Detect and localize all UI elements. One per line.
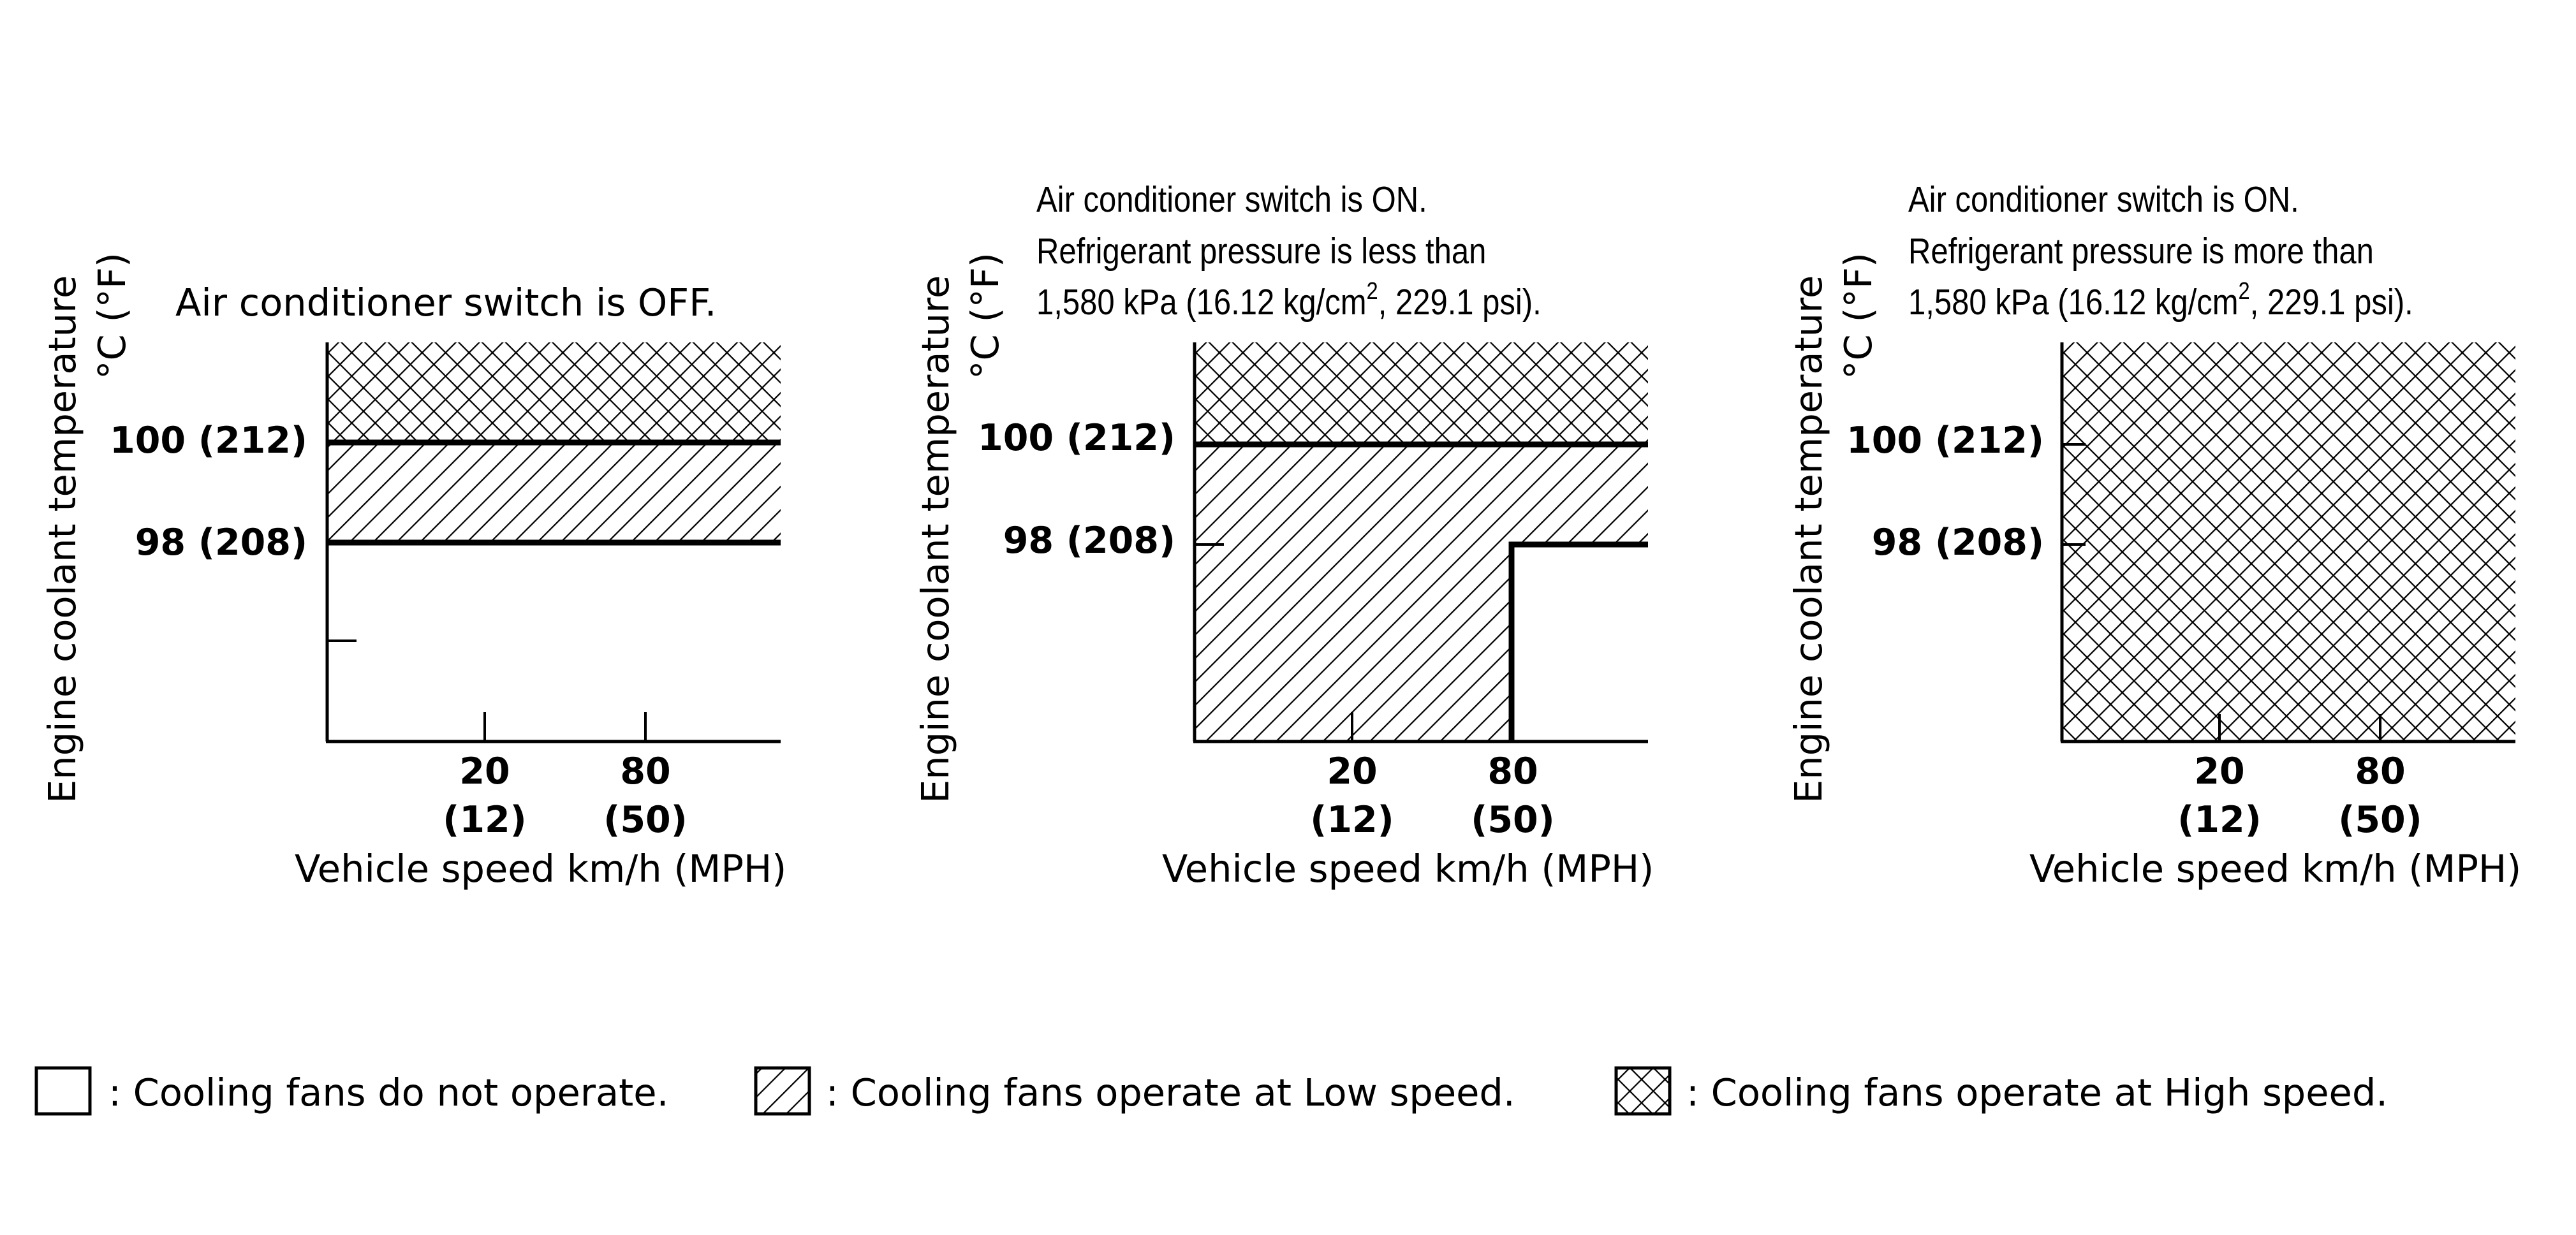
panel-1-y-axis-label: Engine coolant temperature [40,275,84,803]
panel-2-title-line-1: Air conditioner switch is ON. [1036,180,1427,220]
panel-2-title-line-3-main: 1,580 kPa (16.12 kg/cm [1036,282,1367,323]
panel-3-high-speed-zone [2062,342,2515,742]
legend-swatch-low [754,1066,811,1116]
legend-label-low: : Cooling fans operate at Low speed. [826,1071,1515,1114]
legend-swatch-high [1614,1066,1672,1116]
panel-2-y-tick-98: 98 (208) [1003,520,1175,562]
panel-3-title-line-3-main: 1,580 kPa (16.12 kg/cm [1908,282,2239,323]
panel-3-x-tick-20-mph: (12) [2177,799,2261,841]
panel-2-title-line-3-sup: 2 [1367,277,1378,305]
panel-1-x-tick-20-mph: (12) [443,799,526,841]
panel-2-high-speed-zone [1195,342,1648,444]
panel-3-y-tick-100: 100 (212) [1846,420,2044,462]
panel-2-x-tick-80-mph: (50) [1471,799,1554,841]
panel-1-x-tick-80-kmh: 80 [620,750,670,793]
panel-2-x-tick-80-kmh: 80 [1487,750,1538,793]
panel-3-title-line-3-sup: 2 [2239,277,2250,305]
panel-3-y-axis-unit: °C (°F) [1836,252,1880,379]
panel-3-x-tick-20-kmh: 20 [2194,750,2244,793]
panel-1-x-axis-label: Vehicle speed km/h (MPH) [295,847,786,891]
panel-1-y-tick-98: 98 (208) [135,522,307,564]
panel-2-title-line-3-tail: , 229.1 psi). [1378,282,1542,323]
panel-2-title-line-3: 1,580 kPa (16.12 kg/cm2, 229.1 psi). [1036,277,1542,323]
panel-1-low-speed-zone [327,442,781,543]
panel-2-title-line-2: Refrigerant pressure is less than [1036,231,1486,272]
legend-label-off: : Cooling fans do not operate. [108,1071,668,1114]
panel-3-x-tick-80-kmh: 80 [2355,750,2405,793]
legend-label-high: : Cooling fans operate at High speed. [1686,1071,2388,1114]
panel-ac-on-low-pressure: Air conditioner switch is ON. Refrigeran… [913,180,1654,891]
panel-1-y-tick-100: 100 (212) [110,420,307,462]
panel-3-y-axis-label: Engine coolant temperature [1786,275,1830,803]
panel-2-x-tick-20-kmh: 20 [1327,750,1377,793]
panel-1-y-axis-unit: °C (°F) [90,252,134,379]
panel-1-x-tick-80-mph: (50) [603,799,687,841]
panel-1-high-speed-zone [327,342,781,442]
panel-ac-on-high-pressure: Air conditioner switch is ON. Refrigeran… [1786,180,2521,891]
panel-2-y-tick-100: 100 (212) [978,417,1175,459]
panel-2-x-axis-label: Vehicle speed km/h (MPH) [1162,847,1654,891]
panel-3-title-line-2: Refrigerant pressure is more than [1908,231,2374,272]
panel-1-x-tick-20-kmh: 20 [459,750,510,793]
panel-2-y-axis-unit: °C (°F) [963,252,1007,379]
panel-2-x-tick-20-mph: (12) [1310,799,1394,841]
panel-3-title-line-3-tail: , 229.1 psi). [2250,282,2413,323]
panel-3-title-line-3: 1,580 kPa (16.12 kg/cm2, 229.1 psi). [1908,277,2413,323]
panel-2-threshold-98-step [1508,541,1648,742]
panel-2-low-speed-zone-band [1195,444,1648,544]
panel-3-y-tick-98: 98 (208) [1872,522,2044,564]
panel-3-x-axis-label: Vehicle speed km/h (MPH) [2029,847,2521,891]
panel-ac-off: Air conditioner switch is OFF. Engine co… [40,252,786,891]
panel-2-low-speed-zone-lowspeed [1195,544,1512,742]
panel-3-title-line-1: Air conditioner switch is ON. [1908,180,2299,220]
legend: : Cooling fans do not operate. : Cooling… [34,1066,2388,1116]
panel-3-x-tick-80-mph: (50) [2338,799,2422,841]
panel-1-title-line-1: Air conditioner switch is OFF. [175,281,716,325]
legend-swatch-off [34,1066,92,1116]
panel-2-y-axis-label: Engine coolant temperature [913,275,957,803]
